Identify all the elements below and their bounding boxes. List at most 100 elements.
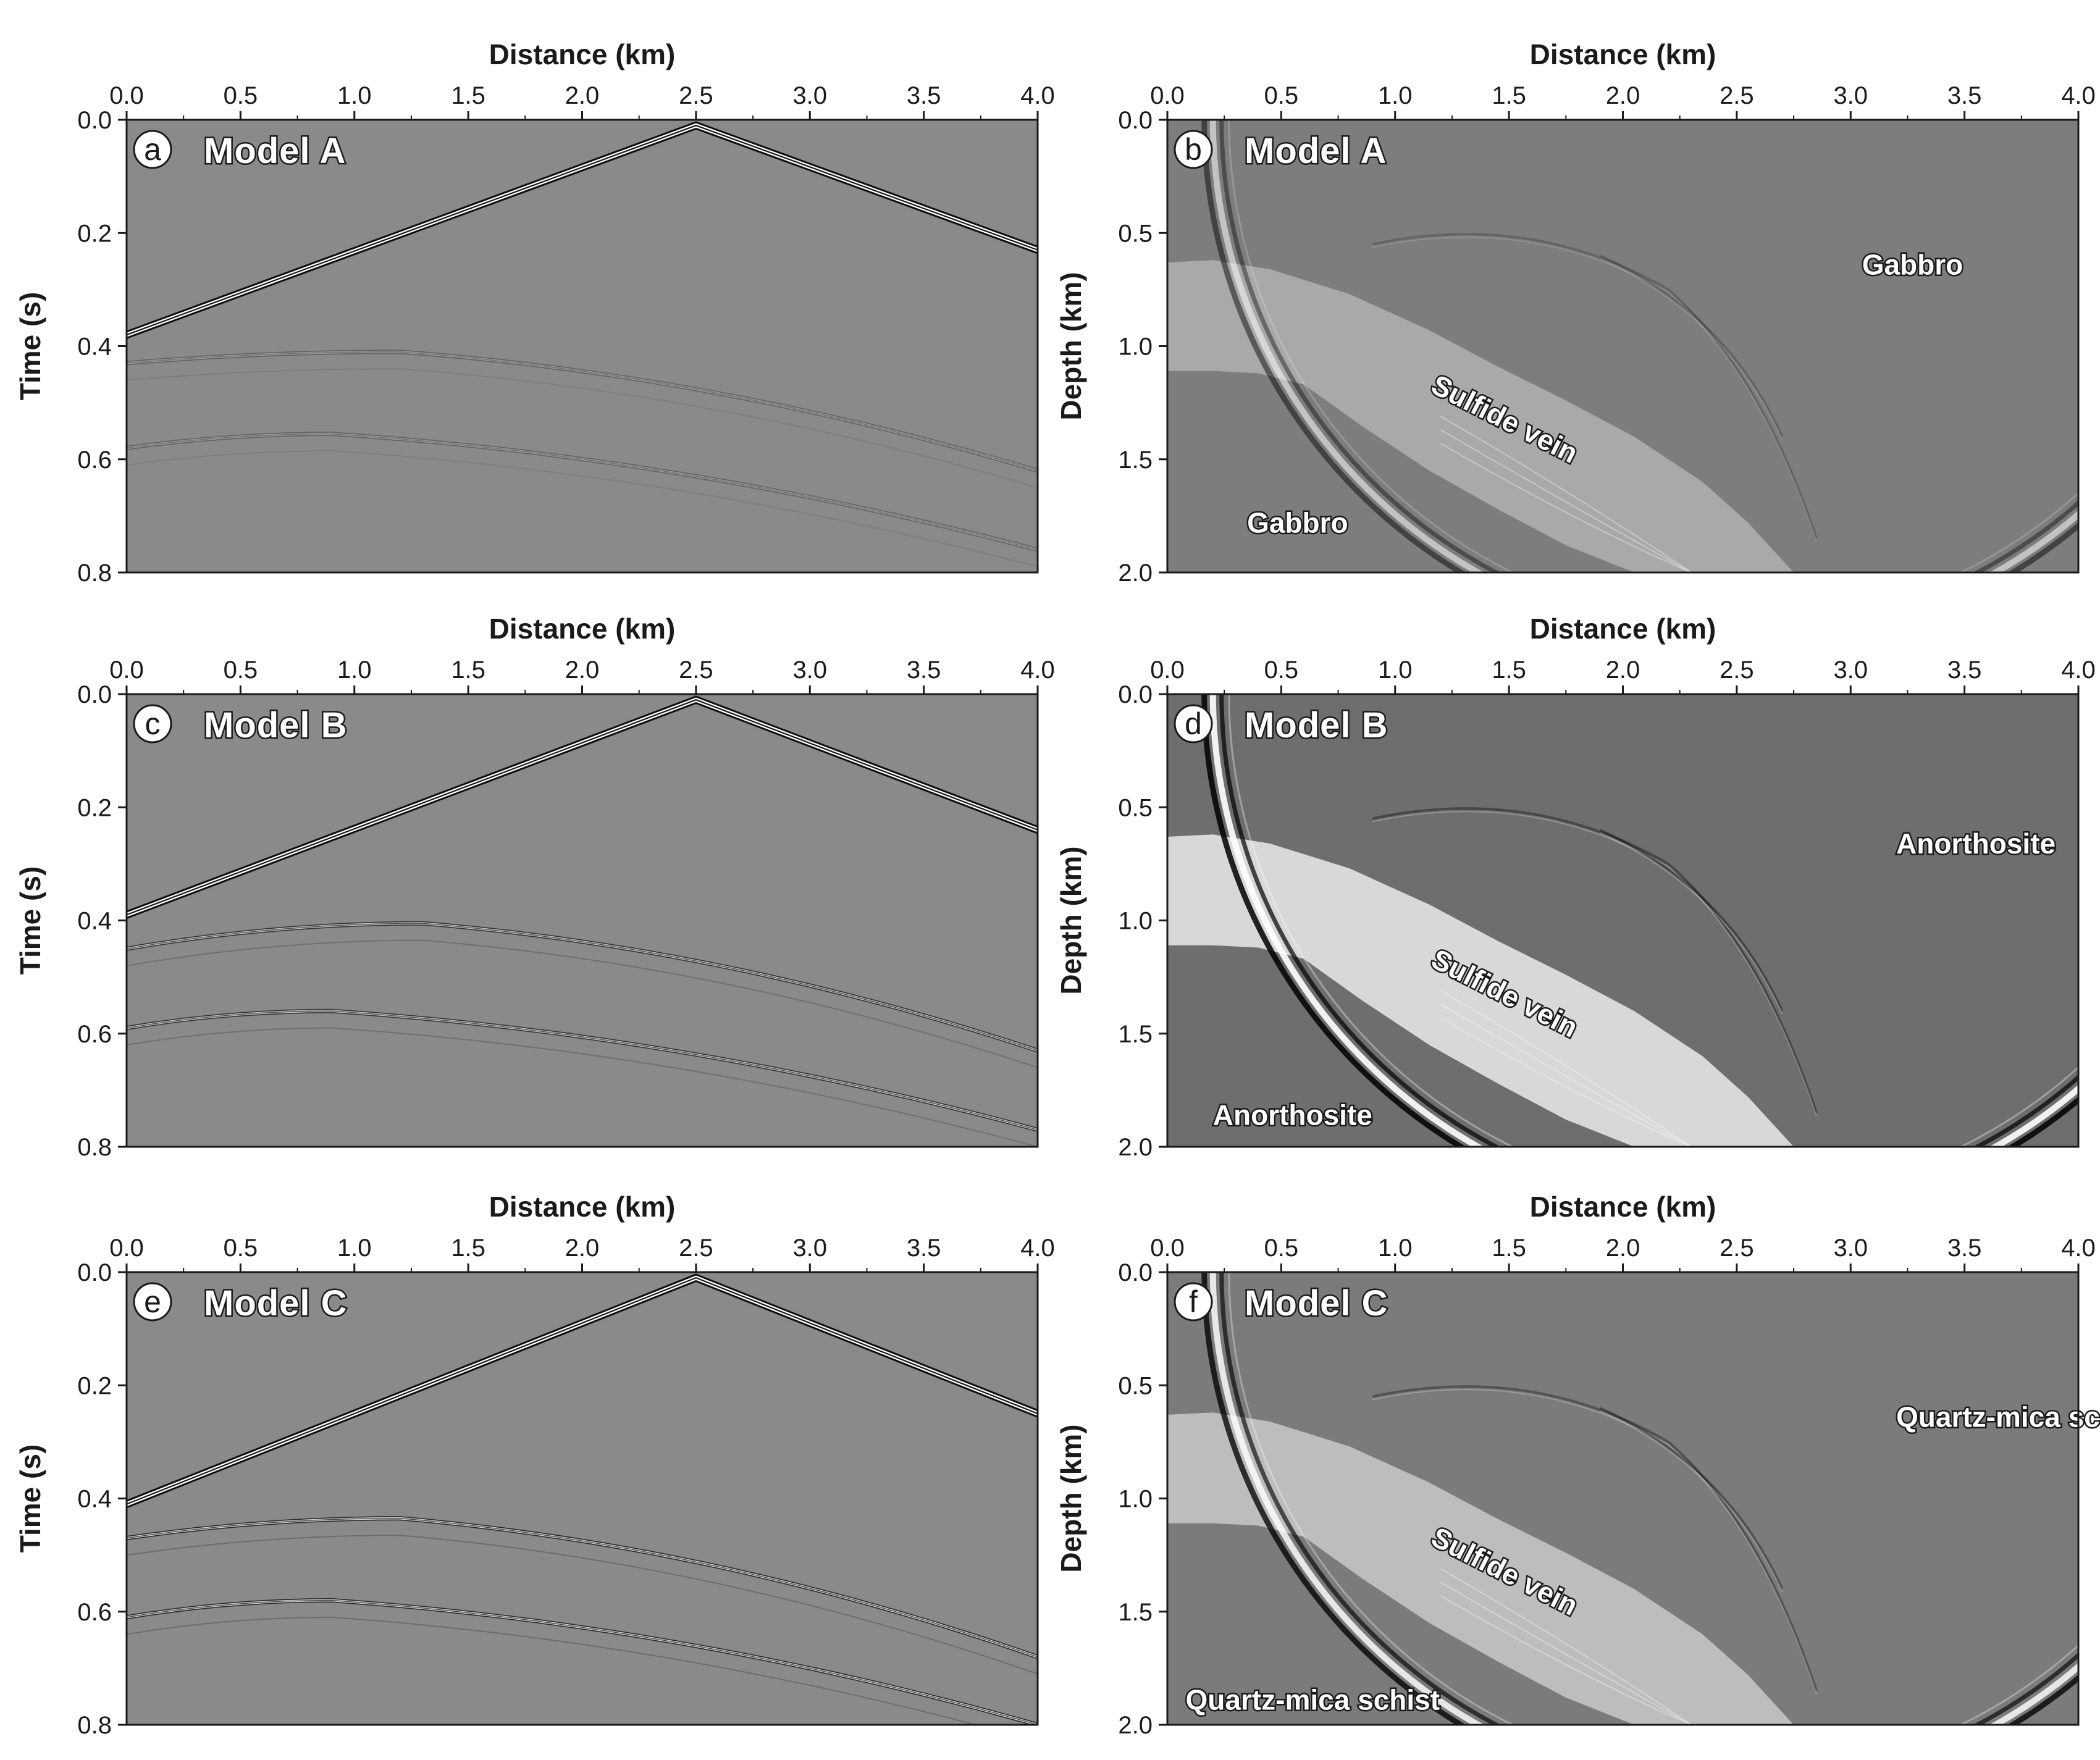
y-tick-label: 0.5 [1118, 1372, 1153, 1399]
vein-layering [1440, 429, 1692, 572]
panel-letter-badge [1174, 130, 1213, 169]
x-tick-label: 2.5 [679, 82, 713, 109]
plot-content [1167, 694, 2078, 1147]
diffraction-arc [1372, 807, 1670, 865]
diffraction-arc [1372, 1385, 1670, 1443]
x-tick-label: 3.0 [1833, 82, 1868, 109]
x-tick-label: 0.0 [109, 82, 144, 109]
panel-letter: a [144, 132, 161, 167]
x-tick-label: 1.5 [1492, 656, 1526, 684]
panel-letter: e [144, 1284, 161, 1319]
reflection-multiple [127, 368, 1038, 488]
panel-letter: c [145, 706, 161, 741]
direct-wave [127, 1273, 1038, 1509]
vein-layering [1440, 990, 1692, 1147]
x-tick-label: 4.0 [1020, 1234, 1055, 1262]
x-tick-label: 1.0 [337, 1234, 372, 1262]
x-tick-label: 3.0 [792, 1234, 827, 1262]
model-label: Model C [1245, 1283, 1388, 1323]
y-tick-label: 0.8 [77, 1134, 112, 1161]
x-tick-label: 0.5 [1264, 656, 1299, 684]
diffraction-arc [1599, 829, 1784, 1012]
y-tick-label: 2.0 [1118, 559, 1153, 587]
x-tick-label: 0.0 [1150, 656, 1185, 684]
diffraction-arc [1372, 233, 1670, 291]
x-axis-title: Distance (km) [1530, 38, 1716, 70]
x-tick-label: 0.0 [109, 656, 144, 684]
plot-background [127, 1272, 1038, 1725]
diffraction-arc [1667, 863, 1818, 1113]
x-axis-title: Distance (km) [489, 38, 676, 70]
panel-letter: f [1189, 1284, 1198, 1319]
x-axis-title: Distance (km) [1530, 613, 1716, 645]
x-tick-label: 2.0 [565, 656, 600, 684]
y-tick-label: 0.5 [1118, 794, 1153, 821]
vein-layering [1440, 416, 1692, 572]
x-tick-label: 1.5 [1492, 1234, 1526, 1262]
reflection-event [127, 350, 1038, 473]
y-tick-label: 0.6 [77, 1021, 112, 1048]
diffraction-arc [1599, 1407, 1784, 1590]
panel-letter-badge [133, 1282, 172, 1322]
x-tick-label: 1.0 [1378, 656, 1413, 684]
y-tick-label: 0.4 [77, 333, 112, 361]
y-tick-label: 0.5 [1118, 220, 1153, 247]
y-tick-label: 0.0 [1118, 681, 1153, 708]
diffraction-arc [1599, 254, 1784, 437]
y-tick-label: 1.0 [1118, 333, 1153, 361]
x-tick-label: 1.0 [337, 656, 372, 684]
y-tick-label: 0.6 [77, 446, 112, 474]
plot-content [1167, 120, 2078, 572]
x-tick-label: 4.0 [1020, 82, 1055, 109]
x-tick-label: 2.0 [565, 1234, 600, 1262]
x-axis-title: Distance (km) [489, 1191, 676, 1223]
x-tick-label: 3.0 [1833, 656, 1868, 684]
diffraction-arc [1667, 1441, 1818, 1691]
x-axis-title: Distance (km) [1530, 1191, 1716, 1223]
rock-label-upper: Gabbro [1862, 249, 1964, 281]
plot-background [127, 120, 1038, 572]
x-tick-label: 2.0 [1606, 1234, 1640, 1262]
model-label: Model C [204, 1283, 348, 1323]
y-tick-label: 1.5 [1118, 1599, 1153, 1626]
y-axis-title: Time (s) [14, 292, 46, 401]
x-tick-label: 1.5 [451, 656, 485, 684]
reflection-multiple [127, 1616, 978, 1725]
y-tick-label: 1.5 [1118, 446, 1153, 474]
x-tick-label: 2.0 [1606, 656, 1640, 684]
vein-layering [1440, 1017, 1692, 1147]
x-tick-label: 4.0 [2061, 656, 2096, 684]
panel-letter-badge [1174, 704, 1213, 744]
x-tick-label: 2.5 [679, 656, 713, 684]
x-tick-label: 0.5 [1264, 1234, 1299, 1262]
direct-wave [127, 695, 1038, 919]
x-tick-label: 2.5 [1720, 82, 1754, 109]
model-label: Model A [204, 131, 346, 171]
vein-layering [1440, 1595, 1692, 1725]
y-tick-label: 2.0 [1118, 1134, 1153, 1161]
x-tick-label: 3.0 [1833, 1234, 1868, 1262]
x-tick-label: 4.0 [1020, 656, 1055, 684]
y-tick-label: 1.0 [1118, 908, 1153, 935]
x-tick-label: 3.5 [1947, 656, 1982, 684]
reflection-event [127, 1598, 1038, 1725]
panel-letter-badge [133, 704, 172, 744]
reflection-multiple [127, 1027, 1038, 1147]
x-tick-label: 3.5 [1947, 1234, 1982, 1262]
y-tick-label: 2.0 [1118, 1712, 1153, 1739]
sulfide-vein-region [1167, 260, 1794, 572]
x-tick-label: 2.0 [565, 82, 600, 109]
rock-label-lower: Anorthosite [1213, 1099, 1372, 1131]
y-tick-label: 1.0 [1118, 1486, 1153, 1513]
x-tick-label: 4.0 [2061, 1234, 2096, 1262]
x-tick-label: 2.5 [679, 1234, 713, 1262]
panel-e: 0.0 0.5 1.0 1.5 2.0 2.5 3.0 3.5 4.0 0.0 0.2 0.4 0.6 0… [14, 1191, 1055, 1739]
x-axis-title: Distance (km) [489, 613, 676, 645]
y-tick-label: 0.0 [77, 681, 112, 708]
y-tick-label: 0.2 [77, 1372, 112, 1399]
model-label: Model B [1245, 705, 1388, 745]
x-tick-label: 3.0 [792, 82, 827, 109]
x-tick-label: 0.5 [224, 1234, 258, 1262]
